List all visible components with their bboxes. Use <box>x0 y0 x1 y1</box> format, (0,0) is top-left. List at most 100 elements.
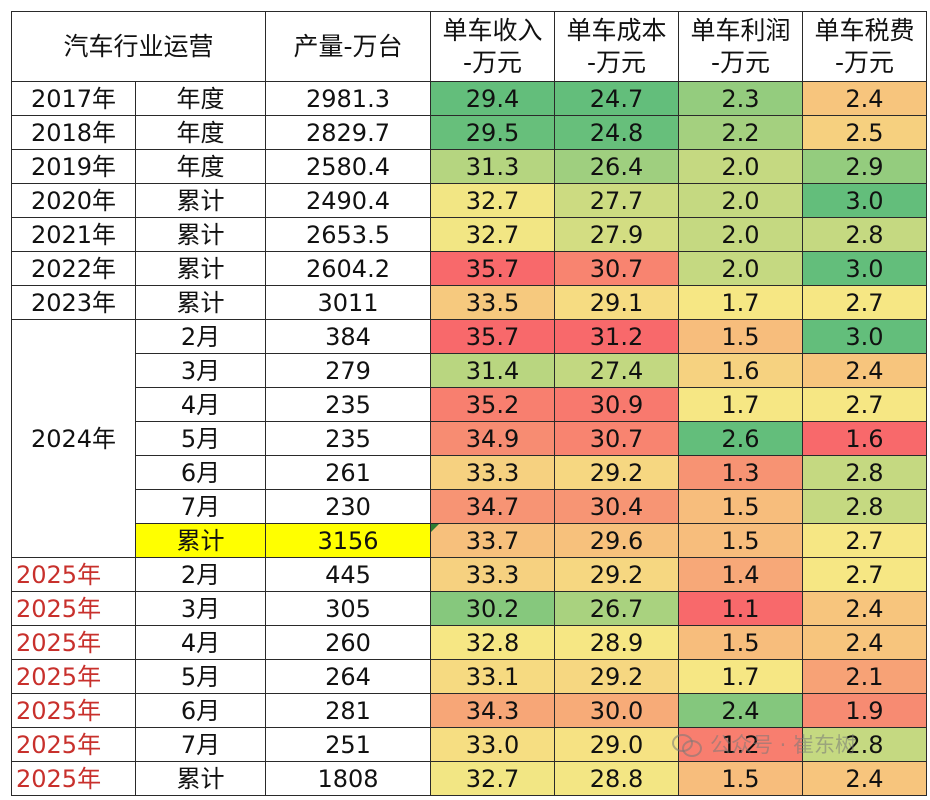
cell-output: 305 <box>265 591 431 626</box>
cell-period: 5月 <box>135 421 266 456</box>
cell-cost: 29.6 <box>554 523 679 558</box>
cell-profit: 1.4 <box>678 557 803 592</box>
header-cost-text: 单车成本 -万元 <box>566 15 667 77</box>
cell-profit: 1.2 <box>678 727 803 762</box>
cell-period: 年度 <box>135 81 266 116</box>
cell-profit: 2.0 <box>678 217 803 252</box>
cell-cost: 29.2 <box>554 557 679 592</box>
cell-tax: 2.8 <box>802 489 927 524</box>
cell-revenue: 32.8 <box>430 625 555 660</box>
cell-output: 2604.2 <box>265 251 431 286</box>
table-row: 2021年 累计 2653.5 32.7 27.9 2.0 2.8 <box>11 217 927 252</box>
cell-output: 261 <box>265 455 431 490</box>
cell-tax: 2.5 <box>802 115 927 150</box>
table-row: 2018年 年度 2829.7 29.5 24.8 2.2 2.5 <box>11 115 927 150</box>
cell-revenue: 29.4 <box>430 81 555 116</box>
cell-output: 2829.7 <box>265 115 431 150</box>
cell-revenue: 33.3 <box>430 557 555 592</box>
cell-period: 累计 <box>135 183 266 218</box>
cell-revenue: 33.3 <box>430 455 555 490</box>
header-row: 汽车行业运营 产量-万台 单车收入 -万元 单车成本 -万元 单车利润 -万元 … <box>11 11 927 82</box>
cell-cost: 28.9 <box>554 625 679 660</box>
cell-profit: 1.7 <box>678 285 803 320</box>
cell-period: 3月 <box>135 353 266 388</box>
cell-year: 2025年 <box>11 625 136 660</box>
cell-cost: 29.2 <box>554 659 679 694</box>
header-revenue-text: 单车收入 -万元 <box>442 15 543 77</box>
cell-year: 2025年 <box>11 659 136 694</box>
cell-tax: 2.9 <box>802 149 927 184</box>
cell-year: 2025年 <box>11 761 136 796</box>
cell-output: 445 <box>265 557 431 592</box>
cell-revenue: 30.2 <box>430 591 555 626</box>
cell-cost: 30.4 <box>554 489 679 524</box>
cell-tax: 2.4 <box>802 81 927 116</box>
table-row: 2025年 2月 445 33.3 29.2 1.4 2.7 <box>11 557 927 592</box>
cell-revenue: 33.7 <box>430 523 555 558</box>
cell-year: 2018年 <box>11 115 136 150</box>
cell-output: 279 <box>265 353 431 388</box>
cell-cost: 29.2 <box>554 455 679 490</box>
table-row: 2025年 5月 264 33.1 29.2 1.7 2.1 <box>11 659 927 694</box>
cell-cost: 30.7 <box>554 421 679 456</box>
cell-revenue: 35.7 <box>430 251 555 286</box>
cell-revenue: 31.4 <box>430 353 555 388</box>
table-row: 2020年 累计 2490.4 32.7 27.7 2.0 3.0 <box>11 183 927 218</box>
cell-cost: 29.1 <box>554 285 679 320</box>
cell-period: 4月 <box>135 625 266 660</box>
cell-profit: 1.5 <box>678 625 803 660</box>
cell-period: 7月 <box>135 727 266 762</box>
cell-revenue: 29.5 <box>430 115 555 150</box>
cell-output: 2981.3 <box>265 81 431 116</box>
table-row: 4月 235 35.2 30.9 1.7 2.7 <box>12 387 927 422</box>
cell-output: 384 <box>265 319 431 354</box>
cell-profit: 1.5 <box>678 319 803 354</box>
header-tax: 单车税费 -万元 <box>802 11 927 82</box>
cell-period: 3月 <box>135 591 266 626</box>
cell-revenue: 33.1 <box>430 659 555 694</box>
table-row: 5月 235 34.9 30.7 2.6 1.6 <box>12 421 927 456</box>
header-cost: 单车成本 -万元 <box>554 11 679 82</box>
table-row: 2025年 6月 281 34.3 30.0 2.4 1.9 <box>11 693 927 728</box>
cell-year: 2022年 <box>11 251 136 286</box>
cell-year: 2025年 <box>11 727 136 762</box>
cell-output: 230 <box>265 489 431 524</box>
cell-period: 累计 <box>135 523 266 558</box>
cell-tax: 2.1 <box>802 659 927 694</box>
cell-output: 264 <box>265 659 431 694</box>
cell-period: 年度 <box>135 115 266 150</box>
cell-period: 6月 <box>135 455 266 490</box>
cell-year: 2017年 <box>11 81 136 116</box>
cell-cost: 30.9 <box>554 387 679 422</box>
cell-revenue: 35.7 <box>430 319 555 354</box>
cell-year: 2021年 <box>11 217 136 252</box>
cell-revenue: 34.7 <box>430 489 555 524</box>
cell-output: 3156 <box>265 523 431 558</box>
cell-revenue: 32.7 <box>430 217 555 252</box>
cell-tax: 2.4 <box>802 625 927 660</box>
cell-revenue: 32.7 <box>430 761 555 796</box>
cell-cost: 24.8 <box>554 115 679 150</box>
cell-profit: 1.5 <box>678 523 803 558</box>
cell-tax: 2.7 <box>802 557 927 592</box>
cell-tax: 3.0 <box>802 183 927 218</box>
cell-cost: 26.4 <box>554 149 679 184</box>
table-row: 3月 279 31.4 27.4 1.6 2.4 <box>12 353 927 388</box>
cell-revenue: 32.7 <box>430 183 555 218</box>
cell-tax: 1.6 <box>802 421 927 456</box>
cell-year: 2020年 <box>11 183 136 218</box>
cell-year: 2019年 <box>11 149 136 184</box>
cell-tax: 2.4 <box>802 761 927 796</box>
cell-output: 2580.4 <box>265 149 431 184</box>
cell-tax: 2.7 <box>802 523 927 558</box>
cell-revenue: 35.2 <box>430 387 555 422</box>
cell-profit: 2.0 <box>678 149 803 184</box>
cell-cost: 30.0 <box>554 693 679 728</box>
header-tax-text: 单车税费 -万元 <box>814 15 915 77</box>
auto-industry-table: 汽车行业运营 产量-万台 单车收入 -万元 单车成本 -万元 单车利润 -万元 … <box>11 11 927 796</box>
cell-revenue: 34.3 <box>430 693 555 728</box>
cell-revenue: 33.0 <box>430 727 555 762</box>
cell-period: 累计 <box>135 285 266 320</box>
table-row: 7月 230 34.7 30.4 1.5 2.8 <box>12 489 927 524</box>
cell-output: 2653.5 <box>265 217 431 252</box>
